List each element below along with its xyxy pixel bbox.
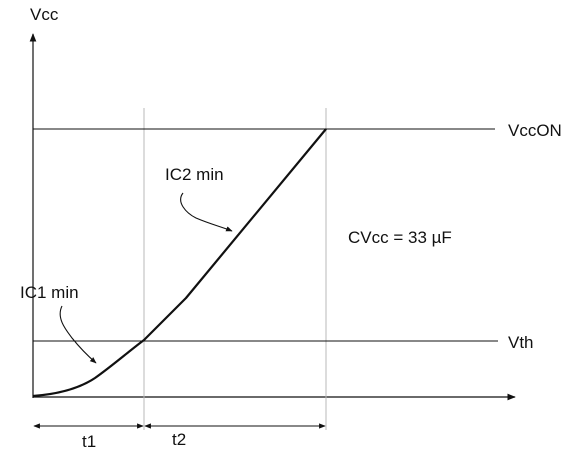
- ic1-min-label: IC1 min: [20, 283, 79, 302]
- ic2-min-label: IC2 min: [165, 165, 224, 184]
- capacitance-annotation: CVcc = 33 µF: [348, 228, 452, 247]
- t2-label: t2: [172, 430, 186, 449]
- ic2-pointer-arrow: [180, 192, 233, 232]
- vth-label: Vth: [508, 333, 534, 352]
- ic1-pointer-arrow: [59, 305, 97, 364]
- y-axis-label: Vcc: [30, 5, 59, 24]
- vcc-charging-curve: [32, 128, 327, 398]
- t1-label: t1: [82, 432, 96, 451]
- vcc-on-label: VccON: [508, 121, 562, 140]
